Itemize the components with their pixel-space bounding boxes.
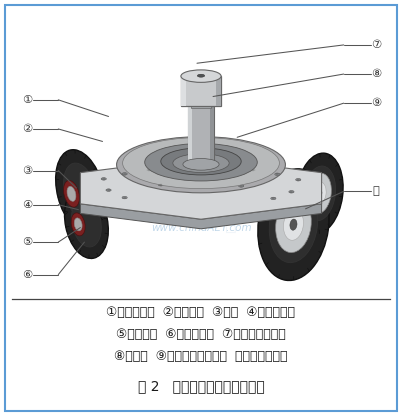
Text: ⓙ: ⓙ: [372, 186, 379, 196]
Ellipse shape: [238, 185, 243, 187]
Ellipse shape: [146, 168, 151, 171]
Ellipse shape: [303, 166, 335, 221]
Ellipse shape: [197, 74, 204, 77]
Ellipse shape: [71, 213, 85, 236]
Ellipse shape: [67, 186, 76, 201]
Ellipse shape: [116, 136, 285, 193]
Text: ①: ①: [22, 95, 33, 105]
Ellipse shape: [182, 158, 219, 170]
Text: ⑨: ⑨: [370, 98, 381, 108]
Text: ④: ④: [22, 200, 33, 210]
Ellipse shape: [274, 173, 279, 176]
Text: www.chinaAET.com: www.chinaAET.com: [150, 223, 251, 233]
Polygon shape: [216, 76, 221, 106]
Text: AET: AET: [128, 168, 247, 223]
Text: ⑧联轴器  ⑨角接触轴承固定座  ⓙ履带单元支架: ⑧联轴器 ⑨角接触轴承固定座 ⓙ履带单元支架: [114, 349, 287, 363]
Text: ⑥: ⑥: [22, 270, 33, 280]
Ellipse shape: [122, 196, 127, 199]
Ellipse shape: [101, 178, 106, 180]
Text: ③: ③: [22, 166, 33, 176]
Ellipse shape: [71, 198, 101, 247]
Ellipse shape: [122, 137, 279, 189]
Ellipse shape: [283, 209, 303, 240]
Ellipse shape: [226, 166, 231, 169]
Ellipse shape: [63, 163, 97, 220]
Polygon shape: [80, 204, 321, 229]
Text: ⑤: ⑤: [22, 237, 33, 247]
Ellipse shape: [289, 219, 296, 230]
Polygon shape: [187, 101, 191, 166]
Ellipse shape: [312, 182, 325, 205]
Ellipse shape: [295, 153, 342, 234]
Ellipse shape: [172, 154, 229, 172]
Ellipse shape: [250, 169, 255, 171]
Text: ⑤驱动电机  ⑥测速编码器  ⑦精密旋转电位器: ⑤驱动电机 ⑥测速编码器 ⑦精密旋转电位器: [116, 328, 285, 341]
Ellipse shape: [106, 189, 111, 191]
Ellipse shape: [270, 197, 275, 200]
Ellipse shape: [307, 173, 330, 213]
Text: ①半圆遥光板  ②支撑结构  ③履带  ④电机减速器: ①半圆遥光板 ②支撑结构 ③履带 ④电机减速器: [106, 306, 295, 319]
Ellipse shape: [122, 173, 127, 175]
Text: ⑦: ⑦: [370, 40, 381, 50]
Ellipse shape: [63, 181, 79, 207]
Polygon shape: [210, 101, 214, 166]
Ellipse shape: [257, 169, 328, 280]
Text: 图 2   机器人履带单元结构模型: 图 2 机器人履带单元结构模型: [137, 379, 264, 393]
Polygon shape: [180, 76, 185, 106]
Ellipse shape: [316, 189, 321, 198]
Ellipse shape: [170, 166, 175, 169]
Text: ⑧: ⑧: [370, 69, 381, 79]
Ellipse shape: [295, 178, 300, 181]
Ellipse shape: [269, 187, 317, 262]
Ellipse shape: [158, 183, 163, 186]
FancyBboxPatch shape: [180, 76, 221, 106]
FancyBboxPatch shape: [191, 102, 210, 108]
Text: 电
子
之
韵: 电 子 之 韵: [225, 149, 237, 234]
Ellipse shape: [65, 187, 108, 258]
FancyBboxPatch shape: [187, 101, 214, 166]
Ellipse shape: [55, 150, 105, 233]
Ellipse shape: [160, 148, 241, 175]
Ellipse shape: [198, 165, 203, 168]
Ellipse shape: [180, 70, 221, 82]
Ellipse shape: [275, 197, 310, 253]
Ellipse shape: [144, 144, 257, 181]
Ellipse shape: [74, 218, 82, 231]
Text: ②: ②: [22, 124, 33, 134]
Polygon shape: [80, 157, 321, 219]
Ellipse shape: [288, 191, 293, 193]
